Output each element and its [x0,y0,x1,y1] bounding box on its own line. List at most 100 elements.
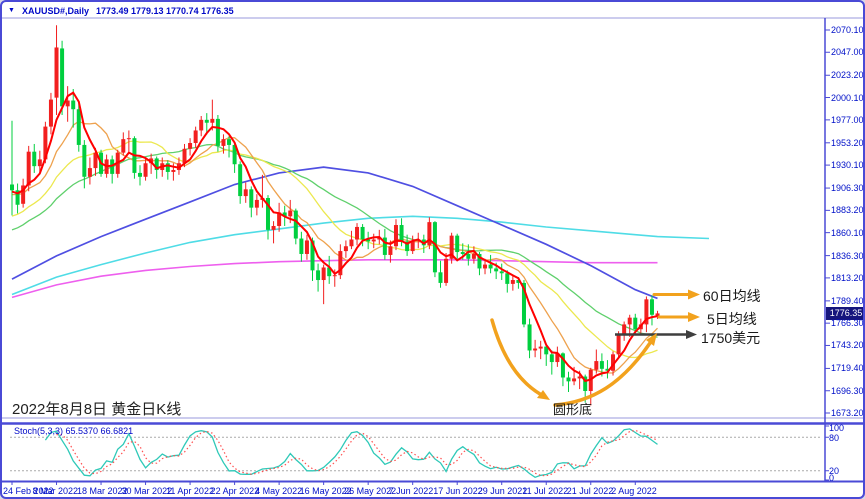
candle-body [293,210,298,239]
collapse-triangle-icon[interactable]: ▼ [8,7,15,14]
ohlc-values: 1773.49 1779.13 1770.74 1776.35 [95,5,234,16]
candle-body [510,280,515,284]
candle-body [549,354,554,363]
x-axis-label: 11 Jul 2022 [522,486,569,496]
y-axis-label: 1953.20 [831,137,864,148]
candle-body [477,253,482,269]
candle-body [460,252,465,254]
symbol-timeframe-label: XAUUSD#,Daily [21,5,89,16]
candle-body [143,163,148,177]
chart-titlebar: ▼ XAUUSD#,Daily 1773.49 1779.13 1770.74 … [8,4,234,17]
candle-body [399,225,404,242]
candle-body [360,226,365,240]
candle-body [282,212,287,217]
candle-body [521,282,526,325]
x-axis-label: 18 Mar 2022 [77,486,128,496]
candle-body [349,239,354,247]
candle-body [82,144,87,177]
candle-body [121,139,126,153]
x-axis-label: 24 Feb 2022 [3,486,54,496]
candle-body [54,47,59,98]
candle-body [355,226,360,240]
candle-body [60,48,65,107]
x-axis-label: 16 May 2022 [299,486,352,496]
candle-body [555,353,560,363]
y-axis-label: 2000.10 [831,92,864,103]
arrowhead-icon [686,330,697,339]
candle-body [338,251,343,276]
y-axis-label: 1836.30 [831,250,864,261]
candle-body [327,267,332,277]
candle-body [137,172,142,177]
y-axis-label: 1673.20 [831,408,864,418]
candle-body [277,212,282,226]
candle-body [43,126,48,160]
ma30-line [11,143,658,338]
y-axis-label: 1719.40 [831,363,864,374]
stoch-axis-label: 0 [829,473,835,483]
candle-body [304,240,309,254]
y-axis-label: 2070.10 [831,25,864,35]
candle-body [65,100,70,107]
candle-body [483,264,488,269]
stoch-axis-label: 100 [829,423,845,433]
arrowhead-icon [646,333,657,346]
candle-body [71,100,76,110]
candle-body [533,348,538,351]
candle-body [432,222,437,273]
candle-body [577,376,582,379]
candle-body [516,280,521,283]
y-axis-label: 1883.20 [831,205,864,216]
candle-body [466,253,471,259]
candle-body [26,151,31,186]
candle-body [572,378,577,382]
candle-body [193,130,198,143]
candle-body [566,377,571,382]
x-axis-label: 4 May 2022 [255,486,303,496]
candle-body [227,139,232,145]
candle-body [611,354,616,371]
candle-body [382,237,387,255]
candle-body [405,241,410,252]
candles-layer[interactable] [10,25,660,406]
candle-body [544,346,549,355]
ma10-line [11,120,658,374]
stoch-d-line [56,429,658,477]
candle-body [215,118,220,146]
candle-body [427,222,432,246]
x-axis-label: 7 Jun 2022 [388,486,434,496]
y-axis-label: 1930.10 [831,160,864,171]
candle-body [366,239,371,242]
round-bottom-arrow-left [490,318,542,396]
arrowhead-icon [688,289,700,300]
candle-body [48,99,53,127]
candle-body [438,272,443,283]
candle-body [644,299,649,325]
ma-cyan-line [11,215,710,296]
stoch-axis-label: 20 [829,466,840,477]
x-axis-label: 17 Jun 2022 [433,486,483,496]
candle-body [444,258,449,283]
x-axis-label: 22 Apr 2022 [210,486,260,496]
x-axis-label: 26 May 2022 [344,486,397,496]
candle-body [393,225,398,247]
y-axis-label: 1789.40 [831,295,864,306]
candle-body [455,235,460,253]
candle-body [332,275,337,277]
candle-body [188,142,193,149]
stoch-axis-label: 80 [829,432,840,443]
y-axis-label: 1766.30 [831,318,864,329]
candle-body [410,240,415,252]
candle-body [154,158,159,171]
candle-body [622,324,627,335]
candle-body [377,237,382,240]
candle-body [560,353,565,378]
candle-body [343,246,348,252]
candle-body [15,190,20,205]
candle-body [210,118,215,123]
candle-body [583,376,588,391]
candle-body [527,324,532,351]
candle-body [505,273,510,284]
candle-body [271,225,276,230]
